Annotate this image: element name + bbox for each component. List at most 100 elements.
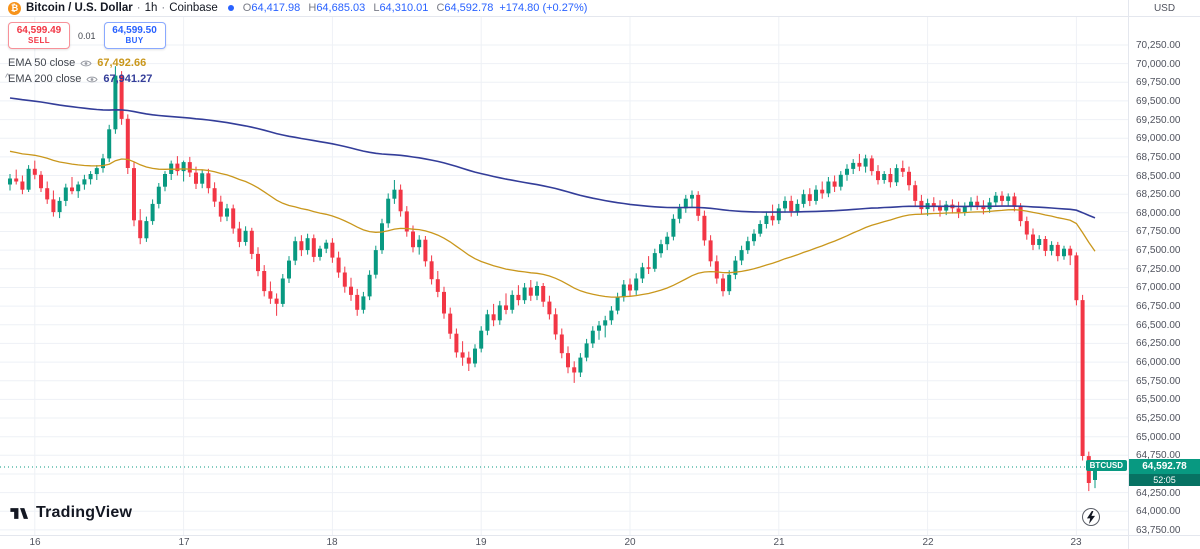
candle xyxy=(51,199,56,213)
visibility-eye-icon[interactable] xyxy=(80,59,92,68)
visibility-eye-icon[interactable] xyxy=(86,75,98,84)
candlestick-chart[interactable] xyxy=(0,17,1128,535)
candle xyxy=(919,200,924,210)
candle xyxy=(1068,248,1073,256)
candle xyxy=(8,178,12,185)
candle xyxy=(1093,467,1097,480)
candle xyxy=(876,171,880,181)
candle xyxy=(814,189,818,201)
tradingview-logo[interactable]: TradingView xyxy=(10,504,132,522)
time-tick-label: 21 xyxy=(773,537,785,548)
candle xyxy=(770,215,775,221)
chart-area[interactable]: ^ 64,599.49 SELL 0.01 64,599.50 BUY EMA … xyxy=(0,17,1128,535)
candle xyxy=(535,286,539,296)
candle xyxy=(938,206,942,211)
candle xyxy=(380,223,384,251)
candle xyxy=(1074,255,1079,301)
candle xyxy=(547,301,552,315)
candle xyxy=(187,162,192,173)
candle xyxy=(262,271,267,292)
indicator-legend-ema50[interactable]: EMA 50 close 67,492.66 xyxy=(8,57,146,69)
price-tick-label: 65,250.00 xyxy=(1136,413,1181,424)
indicator-legend-ema200[interactable]: EMA 200 close 67,941.27 xyxy=(8,73,152,85)
indicator-value: 67,492.66 xyxy=(97,57,147,69)
candle xyxy=(578,357,583,373)
candle xyxy=(324,242,329,249)
candle xyxy=(795,203,800,212)
candle xyxy=(442,291,446,314)
candle xyxy=(361,296,366,310)
candle xyxy=(349,286,353,295)
candle xyxy=(807,194,812,201)
time-tick-label: 23 xyxy=(1070,537,1082,548)
price-tick-label: 63,750.00 xyxy=(1136,525,1181,536)
time-tick-label: 19 xyxy=(475,537,487,548)
candle xyxy=(299,241,304,251)
price-tick-label: 65,500.00 xyxy=(1136,394,1181,405)
candle xyxy=(39,174,43,189)
sell-button[interactable]: 64,599.49 SELL xyxy=(8,22,70,49)
currency-label: USD xyxy=(1129,0,1200,17)
candle xyxy=(212,188,217,202)
candle xyxy=(690,194,694,199)
candle xyxy=(882,174,887,180)
time-tick-label: 20 xyxy=(624,537,636,548)
candle xyxy=(646,267,651,269)
candle xyxy=(94,168,99,175)
price-tick-label: 66,000.00 xyxy=(1136,357,1181,368)
collapse-arrow-icon[interactable]: ^ xyxy=(5,72,11,84)
current-price-value: 64,592.78 xyxy=(1129,459,1200,474)
bitcoin-icon: ₿ xyxy=(8,1,21,15)
time-tick-label: 18 xyxy=(326,537,338,548)
candle xyxy=(733,260,738,275)
candle xyxy=(776,208,781,221)
candle xyxy=(435,279,440,292)
exchange-label[interactable]: Coinbase xyxy=(169,2,218,14)
candle xyxy=(181,162,186,172)
candle xyxy=(398,189,403,212)
price-axis-scale[interactable]: 70,250.00 70,000.00 69,750.00 69,500.00 69,2… xyxy=(1129,17,1200,536)
candle xyxy=(429,261,434,280)
candle xyxy=(417,239,422,248)
candle xyxy=(603,320,608,326)
symbol-title[interactable]: Bitcoin / U.S. Dollar xyxy=(26,2,133,14)
candle xyxy=(944,204,949,211)
price-tick-label: 68,250.00 xyxy=(1136,189,1181,200)
candle xyxy=(88,174,93,180)
candle xyxy=(82,179,87,185)
lightning-icon[interactable] xyxy=(1082,508,1100,526)
candle xyxy=(956,208,961,213)
candle xyxy=(373,250,378,275)
candle xyxy=(820,189,825,194)
candle xyxy=(1062,248,1066,257)
candle xyxy=(1049,244,1054,251)
candle xyxy=(869,158,874,172)
candle xyxy=(491,314,496,321)
candle xyxy=(1018,206,1023,222)
price-tick-label: 64,250.00 xyxy=(1136,488,1181,499)
candle xyxy=(752,233,756,242)
buy-button[interactable]: 64,599.50 BUY xyxy=(103,22,166,49)
candle xyxy=(293,241,298,261)
candle xyxy=(423,239,428,262)
candle xyxy=(628,284,632,291)
candle xyxy=(268,291,273,299)
time-axis[interactable]: 16 17 18 19 20 21 22 23 xyxy=(0,535,1128,549)
candle xyxy=(783,200,787,209)
candle xyxy=(150,203,155,222)
candle xyxy=(907,171,911,186)
interval-label[interactable]: 1h xyxy=(144,2,158,14)
candle xyxy=(1012,196,1017,207)
price-axis[interactable]: USD 70,250.00 70,000.00 69,750.00 69,500.00… xyxy=(1128,0,1200,549)
candle xyxy=(504,305,508,310)
candle xyxy=(237,228,242,242)
candle xyxy=(981,205,986,210)
candle xyxy=(479,330,484,349)
candle xyxy=(330,242,335,258)
candle xyxy=(857,162,862,167)
candle xyxy=(894,168,899,183)
candle xyxy=(1043,239,1048,251)
indicator-value: 67,941.27 xyxy=(103,73,153,85)
candle xyxy=(708,240,713,262)
